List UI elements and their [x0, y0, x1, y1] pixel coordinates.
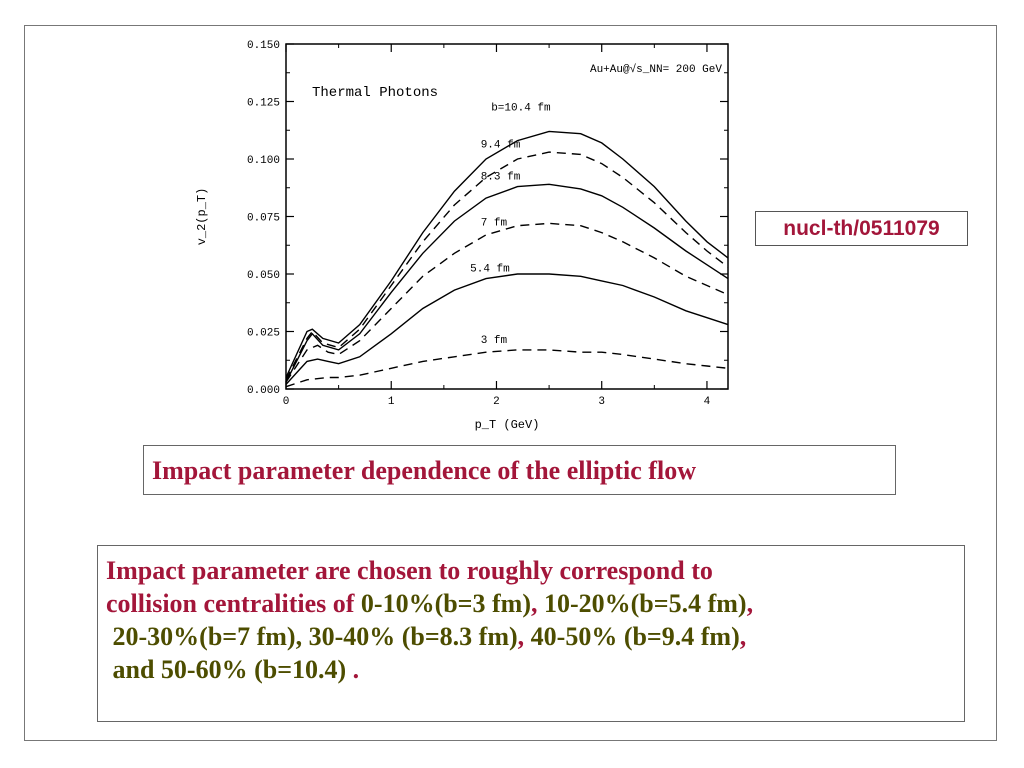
series-line — [285, 349, 729, 388]
range-b3: 0-10%(b=3 fm) — [360, 589, 531, 618]
y-tick-label: 0.025 — [247, 328, 280, 340]
series-line — [285, 130, 729, 378]
series-label: 8.3 fm — [481, 172, 521, 184]
series-label: 3 fm — [481, 335, 508, 347]
thermal-photons-label: Thermal Photons — [312, 85, 438, 101]
range-b54: 10-20%(b=5.4 fm) — [543, 589, 747, 618]
y-tick-label: 0.150 — [247, 40, 280, 52]
x-axis-label: p_T (GeV) — [475, 418, 540, 432]
slide-frame — [24, 25, 997, 741]
x-tick-label: 0 — [283, 396, 290, 408]
caption-box: Impact parameter dependence of the ellip… — [143, 445, 896, 495]
x-tick-label: 3 — [598, 396, 605, 408]
note-box: Impact parameter are chosen to roughly c… — [97, 545, 965, 722]
range-b83: 30-40% (b=8.3 fm) — [308, 622, 518, 651]
note-line-4: and 50-60% (b=10.4) . — [112, 655, 360, 684]
range-b104: and 50-60% (b=10.4) — [112, 655, 347, 684]
series-line — [285, 183, 729, 383]
x-tick-label: 2 — [493, 396, 500, 408]
range-b7: 20-30%(b=7 fm) — [112, 622, 296, 651]
system-label: Au+Au@√s_NN= 200 GeV — [590, 63, 722, 76]
y-tick-label: 0.000 — [247, 385, 280, 397]
series-label: 7 fm — [481, 218, 508, 230]
note-line-2: collision centralities of 0-10%(b=3 fm),… — [106, 589, 754, 618]
x-tick-label: 4 — [704, 396, 711, 408]
series-line — [285, 273, 729, 385]
x-tick-label: 1 — [388, 396, 395, 408]
y-tick-label: 0.125 — [247, 98, 280, 110]
y-axis-label: v_2(p_T) — [195, 188, 209, 246]
note-line-1: Impact parameter are chosen to roughly c… — [106, 556, 713, 585]
series-label: b=10.4 fm — [491, 103, 551, 115]
reference-box: nucl-th/0511079 — [755, 211, 968, 246]
note-line-3: 20-30%(b=7 fm), 30-40% (b=8.3 fm), 40-50… — [112, 622, 747, 651]
series-line — [285, 222, 729, 383]
series-line — [285, 151, 729, 381]
series-label: 5.4 fm — [470, 264, 510, 276]
y-tick-label: 0.050 — [247, 270, 280, 282]
range-b94: 40-50% (b=9.4 fm) — [530, 622, 740, 651]
series-label: 9.4 fm — [481, 140, 521, 152]
caption-text: Impact parameter dependence of the ellip… — [152, 456, 696, 485]
reference-label: nucl-th/0511079 — [783, 216, 940, 240]
y-tick-label: 0.075 — [247, 213, 280, 225]
y-tick-label: 0.100 — [247, 155, 280, 167]
